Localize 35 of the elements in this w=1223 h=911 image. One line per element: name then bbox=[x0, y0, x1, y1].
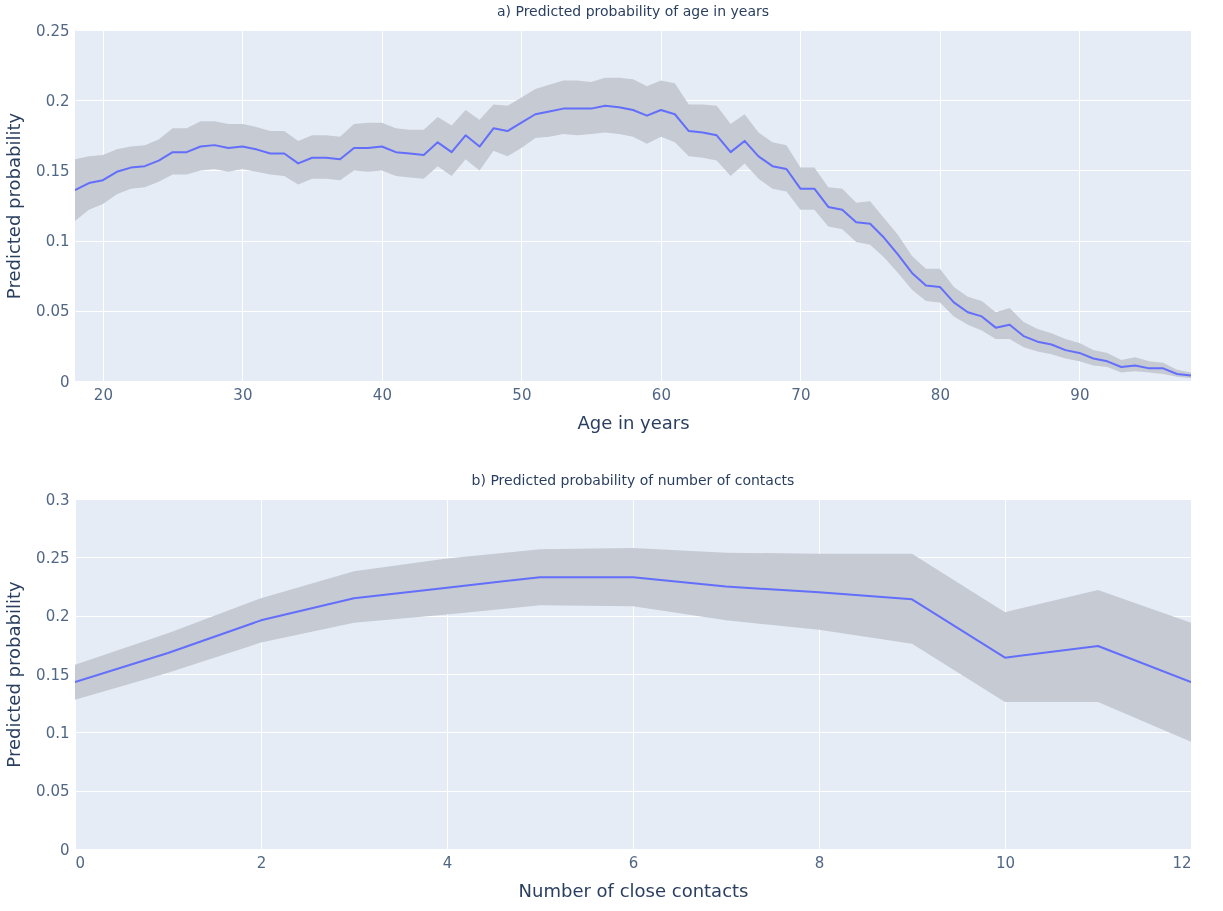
y-axis-title: Predicted probability bbox=[3, 581, 25, 768]
y-tick-label: 0 bbox=[59, 840, 70, 859]
x-tick-label: 70 bbox=[791, 385, 811, 404]
y-tick-label: 0.1 bbox=[45, 723, 70, 742]
y-tick-label: 0.15 bbox=[36, 665, 70, 684]
x-tick-label: 20 bbox=[93, 385, 113, 404]
y-tick-label: 0 bbox=[59, 372, 70, 391]
x-tick-label: 12 bbox=[1172, 853, 1192, 872]
x-tick-label: 0 bbox=[75, 853, 86, 872]
chart-title: b) Predicted probability of number of contacts bbox=[471, 472, 795, 488]
x-tick-label: 6 bbox=[628, 853, 639, 872]
line-series bbox=[75, 576, 1191, 684]
x-tick-label: 40 bbox=[372, 385, 392, 404]
y-tick-label: 0.2 bbox=[45, 91, 70, 110]
x-axis-title: Age in years bbox=[577, 411, 690, 433]
chart-title: a) Predicted probability of age in years bbox=[496, 3, 770, 19]
x-tick-label: 30 bbox=[233, 385, 253, 404]
x-tick-label: 50 bbox=[512, 385, 532, 404]
x-tick-label: 90 bbox=[1070, 385, 1090, 404]
y-tick-label: 0.25 bbox=[36, 21, 70, 40]
y-tick-label: 0.15 bbox=[36, 161, 70, 180]
x-tick-label: 8 bbox=[814, 853, 825, 872]
y-tick-label: 0.3 bbox=[45, 490, 70, 509]
y-tick-label: 0.1 bbox=[45, 232, 70, 251]
y-tick-label: 0.05 bbox=[36, 302, 70, 321]
x-tick-label: 60 bbox=[651, 385, 671, 404]
x-tick-label: 10 bbox=[995, 853, 1016, 872]
x-axis-title: Number of close contacts bbox=[518, 879, 749, 901]
y-tick-label: 0.05 bbox=[36, 782, 70, 801]
x-tick-label: 80 bbox=[930, 385, 950, 404]
y-tick-label: 0.25 bbox=[36, 548, 70, 567]
y-axis-title: Predicted probability bbox=[3, 112, 25, 300]
x-tick-label: 2 bbox=[256, 853, 267, 872]
y-tick-label: 0.2 bbox=[45, 607, 70, 626]
x-tick-label: 4 bbox=[442, 853, 453, 872]
